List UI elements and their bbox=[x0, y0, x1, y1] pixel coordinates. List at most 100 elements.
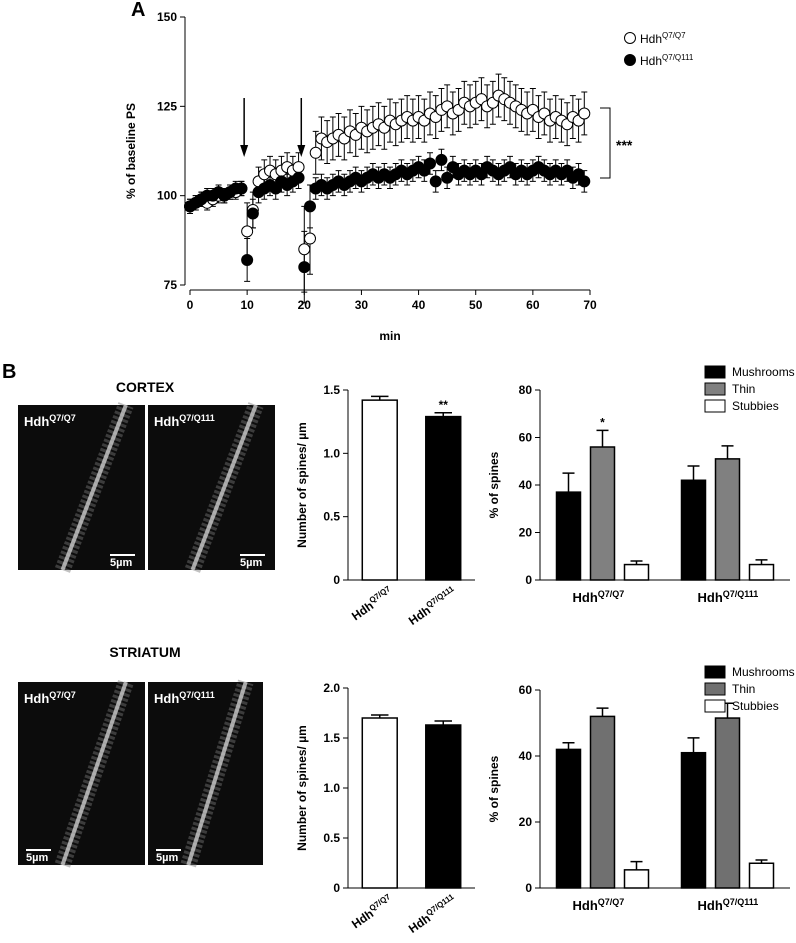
significance-bracket bbox=[600, 107, 611, 179]
genotype-base: Hdh bbox=[640, 32, 662, 46]
bar bbox=[361, 717, 398, 889]
y-tick-label: 1.5 bbox=[323, 383, 340, 397]
bar bbox=[623, 869, 650, 889]
genotype-label: HdhQ7/Q111 bbox=[698, 897, 759, 913]
bar bbox=[589, 446, 616, 581]
data-point bbox=[298, 243, 311, 256]
genotype-label: HdhQ7/Q111 bbox=[154, 690, 215, 706]
y-axis-label: Number of spines/ µm bbox=[295, 725, 309, 851]
data-point bbox=[578, 107, 591, 120]
y-tick-label: 20 bbox=[519, 815, 533, 829]
x-tick-label: 60 bbox=[526, 298, 540, 312]
bar bbox=[748, 862, 775, 889]
y-tick-label: 75 bbox=[164, 278, 178, 292]
bar bbox=[425, 724, 462, 889]
significance: ** bbox=[439, 398, 449, 412]
bar bbox=[680, 751, 707, 889]
micrograph bbox=[148, 682, 263, 865]
legend-swatch bbox=[704, 399, 726, 413]
data-point bbox=[578, 175, 591, 188]
data-point bbox=[429, 175, 442, 188]
data-point bbox=[304, 232, 316, 245]
data-point bbox=[241, 253, 254, 266]
genotype-base: Hdh bbox=[640, 54, 662, 68]
legend-swatch bbox=[704, 365, 726, 379]
micrograph bbox=[148, 405, 275, 570]
legend-swatch bbox=[704, 682, 726, 696]
scale-bar-label: 5µm bbox=[110, 557, 132, 569]
genotype-sup: Q7/Q7 bbox=[598, 589, 625, 599]
data-point bbox=[309, 146, 322, 159]
scale-bar-label: 5µm bbox=[240, 557, 262, 569]
legend-label: Mushrooms bbox=[732, 365, 795, 379]
genotype-label: HdhQ7/Q7 bbox=[640, 31, 686, 46]
genotype-label: HdhQ7/Q7 bbox=[24, 413, 76, 429]
x-tick-label: 0 bbox=[187, 298, 194, 312]
data-point bbox=[246, 207, 259, 220]
y-tick-label: 40 bbox=[519, 478, 533, 492]
y-tick-label: 0.5 bbox=[323, 831, 340, 845]
legend-label: Thin bbox=[732, 682, 755, 696]
y-tick-label: 125 bbox=[157, 99, 177, 113]
data-point bbox=[292, 161, 305, 174]
y-axis-label: % of spines bbox=[487, 451, 501, 518]
scale-bar-label: 5µm bbox=[156, 852, 178, 864]
x-axis-label: min bbox=[379, 329, 400, 343]
genotype-sup: Q7/Q7 bbox=[368, 892, 393, 913]
data-point bbox=[292, 171, 305, 184]
genotype-base: Hdh bbox=[698, 590, 723, 605]
legend-marker bbox=[624, 32, 636, 44]
bar bbox=[555, 748, 582, 889]
error-bar bbox=[687, 465, 700, 481]
genotype-label: HdhQ7/Q111 bbox=[405, 892, 459, 936]
stimulus-arrowhead bbox=[297, 145, 306, 157]
panel-label: B bbox=[2, 361, 16, 383]
y-tick-label: 60 bbox=[519, 683, 533, 697]
genotype-label: HdhQ7/Q111 bbox=[154, 413, 215, 429]
error-bar bbox=[596, 707, 609, 717]
genotype-label: HdhQ7/Q7 bbox=[573, 897, 625, 913]
error-bar bbox=[596, 429, 609, 447]
data-point bbox=[304, 200, 316, 213]
x-tick-label: 10 bbox=[240, 298, 254, 312]
genotype-base: Hdh bbox=[154, 414, 179, 429]
error-bar bbox=[630, 860, 643, 870]
genotype-sup: Q7/Q7 bbox=[368, 584, 393, 605]
y-axis-label: % of spines bbox=[487, 755, 501, 822]
genotype-base: Hdh bbox=[24, 414, 49, 429]
genotype-label: HdhQ7/Q7 bbox=[24, 690, 76, 706]
bar bbox=[714, 717, 741, 889]
bar bbox=[680, 479, 707, 581]
legend-label: Mushrooms bbox=[732, 665, 795, 679]
genotype-sup: Q7/Q7 bbox=[49, 690, 76, 700]
genotype-base: Hdh bbox=[154, 691, 179, 706]
y-tick-label: 80 bbox=[519, 383, 533, 397]
genotype-label: HdhQ7/Q111 bbox=[698, 589, 759, 605]
x-tick-label: 30 bbox=[355, 298, 369, 312]
scale-bar-label: 5µm bbox=[26, 852, 48, 864]
bar bbox=[748, 563, 775, 581]
genotype-base: Hdh bbox=[573, 590, 598, 605]
genotype-label: HdhQ7/Q7 bbox=[348, 584, 395, 624]
dendrite bbox=[190, 404, 258, 571]
panel-label: A bbox=[131, 0, 145, 21]
error-bar bbox=[687, 737, 700, 753]
genotype-base: Hdh bbox=[573, 898, 598, 913]
dendrite bbox=[60, 681, 128, 866]
section-title: STRIATUM bbox=[109, 644, 180, 660]
x-tick-label: 20 bbox=[298, 298, 312, 312]
error-bar bbox=[755, 559, 768, 565]
genotype-label: HdhQ7/Q111 bbox=[405, 584, 459, 628]
error-bar bbox=[721, 445, 734, 459]
x-tick-label: 50 bbox=[469, 298, 483, 312]
y-tick-label: 2.0 bbox=[323, 681, 340, 695]
legend-swatch bbox=[704, 665, 726, 679]
y-tick-label: 20 bbox=[519, 526, 533, 540]
bar bbox=[425, 415, 462, 581]
y-tick-label: 1.5 bbox=[323, 731, 340, 745]
genotype-sup: Q7/Q111 bbox=[424, 584, 455, 610]
bar bbox=[555, 491, 582, 581]
genotype-base: Hdh bbox=[24, 691, 49, 706]
y-tick-label: 0 bbox=[525, 881, 532, 895]
genotype-sup: Q7/Q111 bbox=[723, 897, 759, 907]
